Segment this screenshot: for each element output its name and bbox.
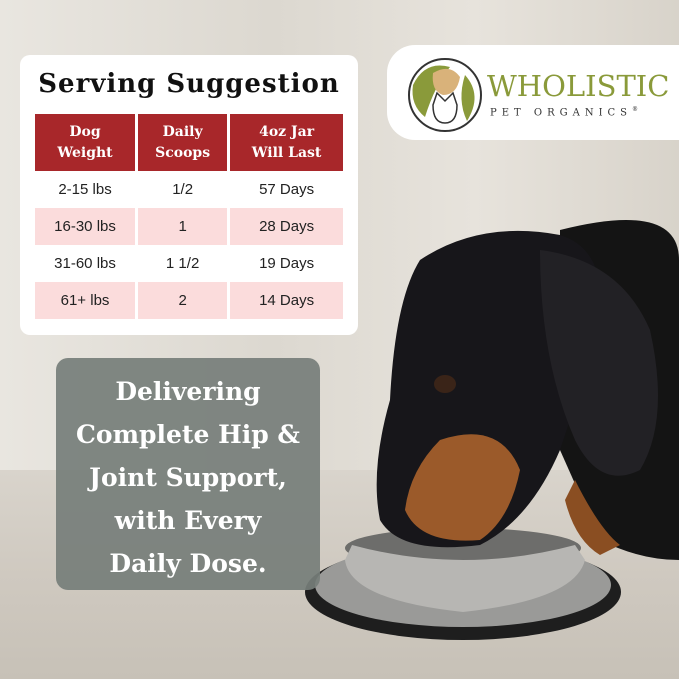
cell-days: 28 Days bbox=[230, 208, 343, 245]
header-line: Daily bbox=[162, 123, 203, 140]
brand-logo-card: WHOLISTIC PET ORGANICS® bbox=[387, 45, 679, 140]
table-row: 16-30 lbs 1 28 Days bbox=[35, 208, 343, 245]
cell-weight: 31-60 lbs bbox=[54, 255, 116, 272]
cell-weight: 16-30 lbs bbox=[35, 208, 136, 245]
dog-cat-logo-icon bbox=[408, 58, 482, 132]
cell-scoops: 1 1/2 bbox=[165, 255, 200, 272]
cell-days: 57 Days bbox=[259, 181, 315, 198]
tagline-line: with Every bbox=[114, 506, 262, 535]
header-dog-weight: Dog Weight bbox=[35, 114, 136, 171]
header-daily-scoops: Daily Scoops bbox=[138, 114, 228, 171]
cell-scoops: 2 bbox=[138, 282, 228, 319]
registered-mark: ® bbox=[632, 106, 639, 113]
cell-scoops: 1 bbox=[138, 208, 228, 245]
cell-weight: 61+ lbs bbox=[35, 282, 136, 319]
table-row: 61+ lbs 2 14 Days bbox=[35, 282, 343, 319]
table-header-row: Dog Weight Daily Scoops 4oz Jar Will Last bbox=[35, 114, 343, 171]
brand-sub-text: PET ORGANICS bbox=[490, 107, 633, 119]
cell-days: 14 Days bbox=[230, 282, 343, 319]
header-line: 4oz Jar bbox=[259, 123, 315, 140]
tagline-line: Complete Hip & bbox=[76, 420, 300, 449]
tagline-line: Joint Support, bbox=[89, 463, 287, 492]
header-line: Dog bbox=[69, 123, 101, 140]
header-line: Weight bbox=[57, 144, 113, 161]
header-jar-will-last: 4oz Jar Will Last bbox=[230, 114, 343, 171]
brand-subtitle: PET ORGANICS® bbox=[490, 106, 638, 118]
serving-table: Dog Weight Daily Scoops 4oz Jar Will Last 2… bbox=[32, 114, 346, 319]
header-line: Scoops bbox=[155, 144, 211, 161]
cell-days: 19 Days bbox=[259, 255, 315, 272]
serving-suggestion-card: Serving Suggestion Dog Weight Daily Scoops… bbox=[20, 55, 358, 335]
serving-title: Serving Suggestion bbox=[38, 69, 340, 99]
header-line: Will Last bbox=[251, 144, 322, 161]
dog-ear bbox=[540, 250, 658, 476]
brand-name: WHOLISTIC bbox=[487, 69, 670, 103]
table-row: 2-15 lbs 1/2 57 Days bbox=[35, 171, 343, 208]
tagline-line: Daily Dose. bbox=[109, 549, 267, 578]
cell-weight: 2-15 lbs bbox=[58, 181, 112, 198]
cell-scoops: 1/2 bbox=[172, 181, 194, 198]
tagline-line: Delivering bbox=[115, 377, 261, 406]
tagline-box: Delivering Complete Hip & Joint Support,… bbox=[56, 358, 320, 590]
table-row: 31-60 lbs 1 1/2 19 Days bbox=[35, 245, 343, 282]
